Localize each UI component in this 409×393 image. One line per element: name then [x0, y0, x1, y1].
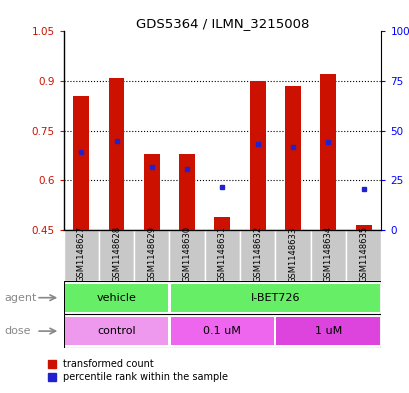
Bar [65, 317, 168, 345]
Bar [276, 317, 379, 345]
Bar [204, 230, 240, 281]
Bar [134, 230, 169, 281]
Bar [284, 86, 300, 230]
Bar [170, 284, 379, 312]
Bar [214, 217, 230, 230]
Text: GSM1148627: GSM1148627 [76, 226, 85, 283]
Text: agent: agent [4, 293, 36, 303]
Bar [73, 96, 89, 230]
Text: vehicle: vehicle [97, 293, 136, 303]
Text: GSM1148633: GSM1148633 [288, 226, 297, 283]
Text: I-BET726: I-BET726 [250, 293, 299, 303]
Text: GSM1148629: GSM1148629 [147, 226, 156, 283]
Text: GSM1148635: GSM1148635 [358, 226, 367, 283]
Bar [275, 230, 310, 281]
Bar [144, 154, 160, 230]
Bar [310, 230, 345, 281]
Text: dose: dose [4, 326, 31, 336]
Title: GDS5364 / ILMN_3215008: GDS5364 / ILMN_3215008 [135, 17, 308, 30]
Bar [355, 225, 371, 230]
Bar [169, 230, 204, 281]
Text: GSM1148628: GSM1148628 [112, 226, 121, 283]
Text: 1 uM: 1 uM [314, 326, 341, 336]
Bar [63, 230, 99, 281]
Bar [249, 81, 265, 230]
Bar [240, 230, 275, 281]
Bar [345, 230, 380, 281]
Text: GSM1148630: GSM1148630 [182, 226, 191, 283]
Text: GSM1148632: GSM1148632 [253, 226, 262, 283]
Text: control: control [97, 326, 135, 336]
Text: GSM1148634: GSM1148634 [323, 226, 332, 283]
Bar [99, 230, 134, 281]
Bar [319, 74, 335, 230]
Legend: transformed count, percentile rank within the sample: transformed count, percentile rank withi… [46, 357, 230, 384]
Text: GSM1148631: GSM1148631 [218, 226, 226, 283]
Bar [108, 78, 124, 230]
Text: 0.1 uM: 0.1 uM [203, 326, 241, 336]
Bar [170, 317, 274, 345]
Bar [179, 154, 195, 230]
Bar [65, 284, 168, 312]
